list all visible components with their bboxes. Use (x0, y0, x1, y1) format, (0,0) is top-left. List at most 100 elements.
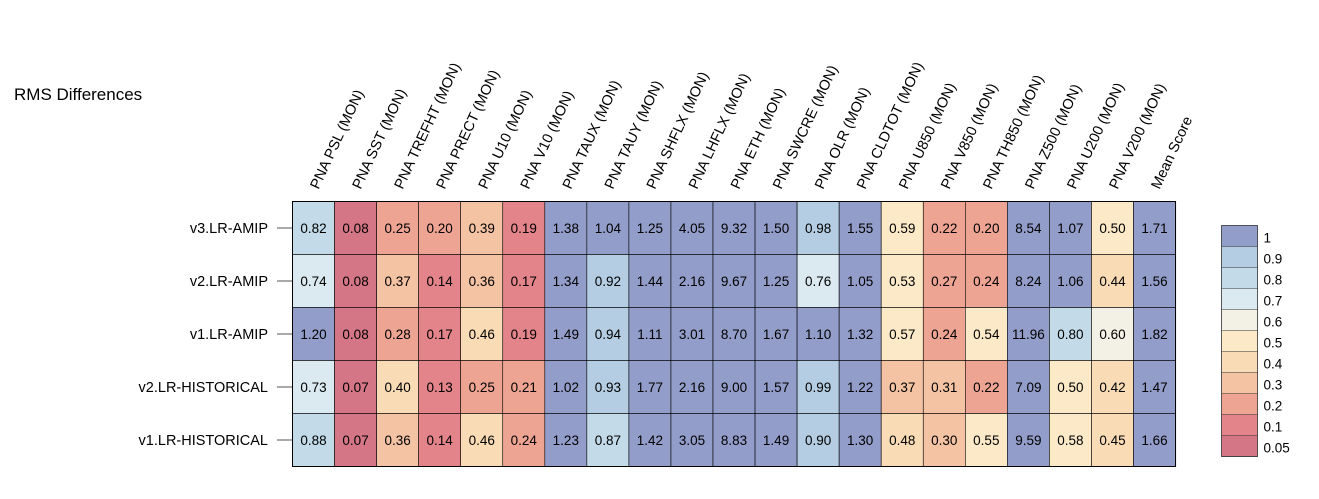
cell-value: 2.16 (679, 274, 705, 289)
cell-value: 0.14 (427, 274, 454, 289)
row-labels: v3.LR-AMIP v2.LR-AMIP v1.LR-AMIP v2.LR-HIST… (139, 221, 268, 449)
heatmap-cell (922, 360, 966, 414)
cell-value: 0.99 (805, 380, 831, 395)
cell-value: 9.32 (721, 221, 747, 236)
heatmap-cell (880, 254, 924, 308)
cell-value: 1.49 (553, 327, 579, 342)
cell-value: 0.08 (342, 274, 368, 289)
cell-value: 1.22 (847, 380, 873, 395)
heatmap-cell (418, 360, 461, 414)
cell-value: 0.27 (931, 274, 957, 289)
heatmap-cell-values: 0.82 0.08 0.25 0.20 0.39 0.19 1.38 1.04 1.25 4.05… (300, 221, 1167, 448)
heatmap-cell (292, 254, 335, 308)
heatmap-cell (838, 254, 882, 308)
heatmap-cell (1049, 413, 1092, 467)
cell-value: 0.82 (300, 221, 326, 236)
heatmap-cell (1091, 413, 1134, 467)
cell-value: 0.55 (973, 433, 999, 448)
heatmap-cell (922, 307, 966, 361)
cell-value: 1.32 (847, 327, 873, 342)
cell-value: 0.45 (1099, 433, 1125, 448)
cell-value: 0.28 (384, 327, 410, 342)
heatmap-cell (586, 413, 630, 467)
cell-value: 0.30 (931, 433, 957, 448)
heatmap-cell (586, 201, 630, 255)
heatmap-cell (418, 201, 461, 255)
row-label: v1.LR-HISTORICAL (139, 433, 268, 449)
cell-value: 1.42 (637, 433, 663, 448)
cell-value: 0.54 (973, 327, 1000, 342)
cell-value: 0.42 (1099, 380, 1125, 395)
heatmap-cells (292, 201, 1176, 467)
cell-value: 0.17 (511, 274, 537, 289)
cell-value: 1.66 (1141, 433, 1167, 448)
cell-value: 0.24 (511, 433, 538, 448)
row-label: v1.LR-AMIP (190, 327, 268, 343)
heatmap-cell (376, 254, 419, 308)
cell-value: 0.36 (469, 274, 495, 289)
colorbar-label: 0.1 (1264, 420, 1283, 435)
cell-value: 0.25 (384, 221, 410, 236)
heatmap-cell (376, 201, 419, 255)
heatmap-cell (418, 254, 461, 308)
colorbar-label: 0.2 (1264, 399, 1283, 414)
colorbar-swatch (1221, 330, 1258, 352)
colorbar-label: 0.4 (1264, 357, 1283, 372)
cell-value: 9.67 (721, 274, 747, 289)
cell-value: 1.11 (637, 327, 662, 342)
heatmap-cell (418, 307, 461, 361)
cell-value: 1.77 (637, 380, 663, 395)
cell-value: 0.44 (1099, 274, 1126, 289)
heatmap-cell (502, 254, 546, 308)
heatmap-cell (670, 254, 714, 308)
heatmap-cell (1133, 201, 1176, 255)
heatmap-cell (754, 254, 798, 308)
heatmap-cell (1007, 360, 1050, 414)
row-label: v2.LR-AMIP (190, 274, 268, 290)
heatmap-cell (754, 201, 798, 255)
cell-value: 1.50 (763, 221, 789, 236)
heatmap-cell (712, 307, 756, 361)
heatmap-cell (670, 307, 714, 361)
cell-value: 1.25 (637, 221, 663, 236)
heatmap-cell (712, 254, 756, 308)
cell-value: 0.07 (342, 380, 368, 395)
cell-value: 1.06 (1057, 274, 1083, 289)
cell-value: 0.93 (595, 380, 621, 395)
colorbar-swatch (1221, 288, 1258, 310)
cell-value: 1.56 (1141, 274, 1167, 289)
cell-value: 0.07 (342, 433, 368, 448)
cell-value: 8.70 (721, 327, 747, 342)
cell-value: 0.24 (973, 274, 1000, 289)
colorbar-swatch (1221, 309, 1258, 331)
heatmap-cell (376, 360, 419, 414)
heatmap-cell (1091, 307, 1134, 361)
heatmap-cell (334, 307, 377, 361)
chart-title: RMS Differences (14, 85, 142, 104)
heatmap-cell (502, 201, 546, 255)
cell-value: 8.24 (1015, 274, 1042, 289)
cell-value: 0.37 (889, 380, 915, 395)
heatmap-cell (1091, 254, 1134, 308)
cell-value: 1.05 (847, 274, 873, 289)
cell-value: 0.87 (595, 433, 621, 448)
heatmap-cell (712, 360, 756, 414)
cell-value: 0.73 (300, 380, 326, 395)
cell-value: 0.90 (805, 433, 831, 448)
cell-value: 0.20 (973, 221, 999, 236)
cell-value: 1.38 (553, 221, 579, 236)
cell-value: 1.20 (300, 327, 326, 342)
heatmap-border (292, 201, 1177, 467)
cell-value: 9.00 (721, 380, 747, 395)
cell-value: 0.59 (889, 221, 915, 236)
heatmap-cell (1133, 413, 1176, 467)
row-ticks (277, 227, 293, 441)
cell-value: 11.96 (1012, 327, 1045, 342)
colorbar-label: 0.5 (1264, 336, 1283, 351)
column-label: Mean Score (1149, 114, 1197, 192)
cell-value: 0.94 (595, 327, 622, 342)
cell-value: 0.17 (427, 327, 453, 342)
cell-value: 1.34 (553, 274, 580, 289)
cell-value: 3.01 (679, 327, 705, 342)
